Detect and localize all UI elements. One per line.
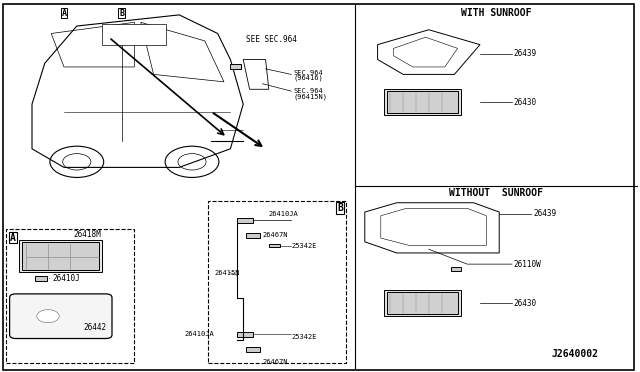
Text: 25342E: 25342E [291,334,317,340]
Text: B: B [337,203,343,213]
Text: 26442: 26442 [83,323,106,332]
Bar [19,240,102,272]
Text: 25342E: 25342E [291,243,317,249]
Text: 26467N: 26467N [262,359,288,365]
Text: WITHOUT  SUNROOF: WITHOUT SUNROOF [449,189,543,198]
Text: 26418M: 26418M [74,230,101,239]
Bar [387,91,458,113]
Text: WITH SUNROOF: WITH SUNROOF [461,8,531,18]
Bar [246,233,260,238]
FancyBboxPatch shape [10,294,112,339]
Bar [230,64,241,69]
Bar [6,229,134,363]
Text: SEC.964: SEC.964 [293,70,323,76]
Bar [208,201,346,363]
Bar [384,89,461,115]
Text: A: A [10,232,16,243]
Text: 26110W: 26110W [514,260,541,269]
Bar [269,244,280,247]
Text: 26439: 26439 [514,49,537,58]
Bar [387,292,458,314]
Text: (96415N): (96415N) [293,93,327,100]
Bar [237,218,253,223]
Text: 26410J: 26410J [52,274,80,283]
Bar [35,276,47,281]
Bar [237,332,253,337]
Text: SEE SEC.964: SEE SEC.964 [246,35,297,44]
Bar [102,24,166,45]
Text: SEC.964: SEC.964 [293,88,323,94]
Text: 26410JA: 26410JA [269,211,298,217]
Text: 26410JA: 26410JA [185,331,214,337]
Text: (96416): (96416) [293,75,323,81]
Text: A: A [61,9,67,17]
Text: 26415N: 26415N [214,270,240,276]
Bar [22,242,99,270]
Bar [384,290,461,316]
Text: 26430: 26430 [514,299,537,308]
Ellipse shape [36,310,60,323]
Text: B: B [119,9,124,17]
Bar [246,347,260,352]
Text: 26439: 26439 [533,209,556,218]
Text: 26430: 26430 [514,98,537,107]
Bar [451,267,461,271]
Text: 26467N: 26467N [262,232,288,238]
Text: J2640002: J2640002 [552,349,598,359]
